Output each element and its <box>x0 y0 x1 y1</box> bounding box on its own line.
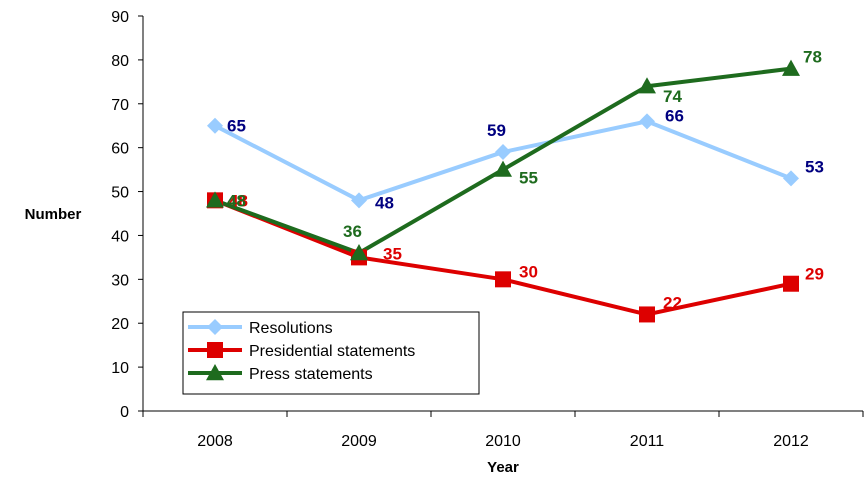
data-point-press-statements <box>782 59 800 76</box>
y-tick-label: 70 <box>111 97 129 114</box>
data-point-resolutions <box>495 144 511 161</box>
y-tick-label: 10 <box>111 360 129 377</box>
data-label: 78 <box>803 48 822 67</box>
x-axis-ticks: 2008 2009 2010 2011 2012 <box>142 411 864 450</box>
data-label: 29 <box>805 265 824 284</box>
data-label: 22 <box>663 293 682 312</box>
x-tick-label: 2010 <box>485 433 521 450</box>
legend-label: Press statements <box>249 366 373 383</box>
x-tick-label: 2008 <box>197 433 233 450</box>
x-axis-title: Year <box>487 459 519 476</box>
data-label: 55 <box>519 169 538 188</box>
data-label: 66 <box>665 106 684 125</box>
data-point-press-statements <box>350 244 368 261</box>
y-tick-label: 60 <box>111 141 129 158</box>
y-tick-label: 30 <box>111 272 129 289</box>
data-point-press-statements <box>494 160 512 177</box>
data-point-press-statements <box>206 191 224 208</box>
y-axis-title: Number <box>25 206 82 223</box>
y-tick-label: 50 <box>111 185 129 202</box>
data-point-press-statements <box>638 77 656 94</box>
data-label: 74 <box>663 87 682 106</box>
data-point-resolutions <box>207 117 223 134</box>
y-tick-label: 0 <box>120 404 129 421</box>
data-label: 48 <box>227 191 246 210</box>
data-label: 35 <box>383 244 402 263</box>
series-markers <box>206 59 800 323</box>
legend-label: Resolutions <box>249 320 333 337</box>
x-tick-label: 2012 <box>773 433 809 450</box>
data-point-resolutions <box>639 113 655 130</box>
y-tick-label: 80 <box>111 53 129 70</box>
data-point-resolutions <box>351 192 367 209</box>
data-label: 53 <box>805 157 824 176</box>
y-tick-label: 40 <box>111 228 129 245</box>
data-point-presidential-statements <box>783 275 799 292</box>
legend-label: Presidential statements <box>249 343 415 360</box>
y-tick-label: 20 <box>111 316 129 333</box>
data-label: 48 <box>375 193 394 212</box>
data-label: 30 <box>519 262 538 281</box>
legend: Resolutions Presidential statements Press … <box>182 311 480 395</box>
x-tick-label: 2009 <box>341 433 377 450</box>
data-point-presidential-statements <box>639 306 655 323</box>
data-label: 65 <box>227 117 246 136</box>
data-label: 59 <box>487 121 506 140</box>
data-label: 48 <box>229 191 248 210</box>
series-line-presidential-statements <box>214 198 792 317</box>
axes <box>142 16 863 412</box>
data-point-resolutions <box>783 170 799 187</box>
legend-marker <box>207 342 223 358</box>
y-axis-ticks: 0 10 20 30 40 50 60 70 80 90 <box>111 9 143 421</box>
x-tick-label: 2011 <box>630 433 665 450</box>
data-point-presidential-statements <box>495 271 511 288</box>
legend-marker <box>207 319 223 335</box>
y-tick-label: 90 <box>111 9 129 26</box>
legend-marker <box>206 364 224 381</box>
data-label: 36 <box>343 222 362 241</box>
